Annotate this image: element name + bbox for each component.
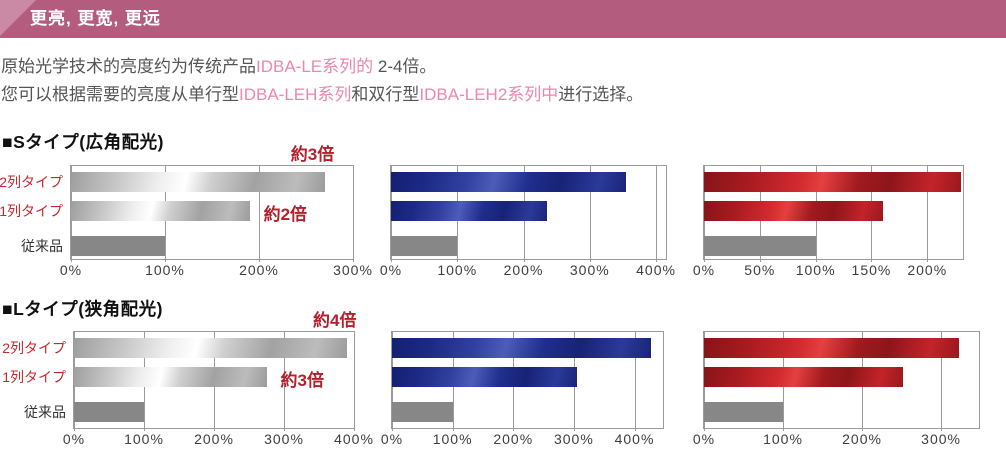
bar — [74, 367, 267, 387]
axis-tick-label: 0% — [59, 262, 83, 278]
bar — [704, 236, 816, 256]
axis-tick-label: 200% — [194, 431, 234, 447]
product-series-name: IDBA-LEH系列 — [239, 85, 352, 104]
bar — [704, 172, 961, 192]
bar — [704, 402, 784, 422]
gridline — [354, 332, 355, 431]
axis-tick-label: 200% — [493, 431, 534, 447]
axis-tick-label: 200% — [907, 262, 948, 278]
axis-tick-label: 100% — [437, 262, 478, 278]
section-title-l-type: ■Lタイプ(狭角配光) — [2, 299, 163, 319]
axis-tick-label: 0% — [62, 431, 86, 447]
bar-chart-s-red: 0% 50% 100% 150% 200% — [693, 165, 964, 278]
axis-tick-label: 300% — [921, 431, 961, 447]
axis-tick-label: 400% — [636, 262, 676, 278]
banner-title: 更亮, 更宽, 更远 — [30, 9, 161, 28]
axis-tick-label: 300% — [553, 431, 594, 447]
axis-tick-label: 300% — [333, 262, 373, 278]
multiplier-annotation: 約2倍 — [263, 205, 308, 224]
bar — [392, 402, 453, 422]
bar — [71, 236, 165, 256]
bar — [704, 367, 904, 387]
bar — [71, 172, 325, 192]
axis-tick-label: 0% — [380, 431, 404, 447]
gridline — [941, 332, 943, 431]
multiplier-annotation: 約3倍 — [290, 145, 335, 164]
bar — [391, 172, 627, 192]
axis-tick-label: 300% — [569, 262, 610, 278]
axis-tick-label: 100% — [432, 431, 473, 447]
gridline — [927, 166, 929, 262]
category-label: 従来品 — [24, 404, 66, 420]
axis-tick-label: 300% — [264, 431, 304, 447]
intro-line-2: 您可以根据需要的亮度从单行型IDBA-LEH系列和双行型IDBA-LEH2系列中… — [1, 81, 643, 109]
gridline — [589, 166, 591, 262]
axis-tick-label: 0% — [692, 262, 716, 278]
bar — [704, 338, 960, 358]
section-title-s-type: ■Sタイプ(広角配光) — [2, 132, 164, 152]
axis-tick-label: 0% — [692, 431, 716, 447]
bar — [71, 201, 250, 221]
axis-tick-label: 0% — [379, 262, 403, 278]
bar-chart-l-silver: 0% 100% 200% 300% 400% 2列タイプ 1列タイプ従来品 約4倍約3倍 — [2, 311, 373, 447]
intro-text-segment: 2-4倍。 — [373, 57, 437, 76]
bar-chart-l-red: 0% 100% 200% 300% — [693, 331, 980, 447]
multiplier-annotation: 約3倍 — [280, 371, 324, 390]
gridline — [259, 166, 260, 262]
intro-line-1: 原始光学技术的亮度约为传统产品IDBA-LE系列的 2-4倍。 — [1, 53, 643, 81]
bar — [74, 338, 347, 358]
axis-tick-label: 100% — [145, 262, 185, 278]
multiplier-annotation: 約4倍 — [313, 311, 357, 330]
category-label: 1列タイプ — [2, 369, 66, 385]
category-label: 2列タイプ — [0, 174, 63, 190]
bar — [391, 236, 458, 256]
bar — [74, 402, 144, 422]
gridline — [353, 166, 354, 262]
bar — [391, 201, 547, 221]
axis-tick-label: 150% — [851, 262, 892, 278]
intro-text: 原始光学技术的亮度约为传统产品IDBA-LE系列的 2-4倍。 您可以根据需要的… — [1, 53, 643, 109]
axis-tick-label: 100% — [795, 262, 836, 278]
intro-text-segment: 原始光学技术的亮度约为传统产品 — [1, 57, 256, 76]
banner-corner-accent — [0, 0, 36, 36]
bar — [392, 338, 652, 358]
gridline — [284, 332, 285, 431]
axis-tick-label: 400% — [334, 431, 374, 447]
category-label: 2列タイプ — [2, 340, 66, 356]
product-series-name: IDBA-LE系列的 — [256, 57, 374, 76]
bar-chart-l-blue: 0% 100% 200% 300% 400% — [381, 331, 664, 447]
header-banner: 更亮, 更宽, 更远 — [0, 0, 1006, 38]
axis-tick-label: 200% — [239, 262, 279, 278]
gridline — [634, 332, 636, 431]
bar-chart-s-silver: 0% 100% 200% 300% 2列タイプ 1列タイプ従来品 約3倍約2倍 — [0, 145, 372, 278]
axis-tick-label: 200% — [503, 262, 544, 278]
axis-tick-label: 100% — [124, 431, 164, 447]
axis-tick-label: 100% — [763, 431, 803, 447]
category-label: 従来品 — [21, 238, 63, 254]
axis-tick-label: 400% — [614, 431, 655, 447]
intro-text-segment: 和双行型 — [351, 85, 420, 104]
gridline — [656, 166, 658, 262]
axis-tick-label: 200% — [842, 431, 882, 447]
bar — [704, 201, 883, 221]
category-label: 1列タイプ — [0, 203, 63, 219]
product-series-name: IDBA-LEH2系列中 — [419, 85, 559, 104]
intro-text-segment: 您可以根据需要的亮度从单行型 — [1, 85, 239, 104]
axis-tick-label: 50% — [744, 262, 776, 278]
intro-text-segment: 进行选择。 — [558, 85, 644, 104]
bar-chart-s-blue: 0% 100% 200% 300% 400% — [380, 165, 675, 278]
bar — [392, 367, 577, 387]
